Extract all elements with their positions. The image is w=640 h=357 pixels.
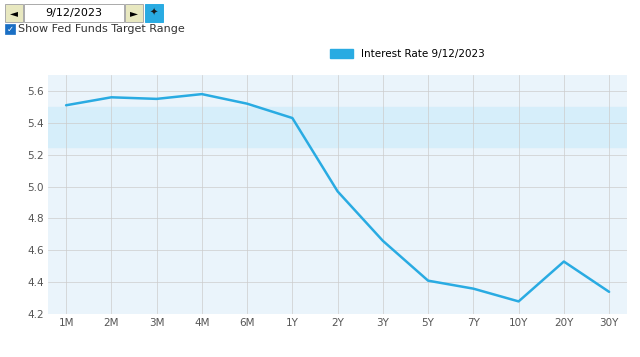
Text: ◄: ◄ <box>10 8 18 18</box>
Text: ✓: ✓ <box>6 25 13 34</box>
Bar <box>5 4 23 22</box>
Bar <box>145 4 163 22</box>
Bar <box>125 4 143 22</box>
Text: ►: ► <box>130 8 138 18</box>
Bar <box>48 107 627 147</box>
Bar <box>24 4 124 22</box>
Text: Show Fed Funds Target Range: Show Fed Funds Target Range <box>18 24 185 34</box>
Text: 9/12/2023: 9/12/2023 <box>45 8 102 18</box>
Text: ✦: ✦ <box>150 8 158 18</box>
Legend: Interest Rate 9/12/2023: Interest Rate 9/12/2023 <box>330 49 484 59</box>
Bar <box>5 24 15 34</box>
